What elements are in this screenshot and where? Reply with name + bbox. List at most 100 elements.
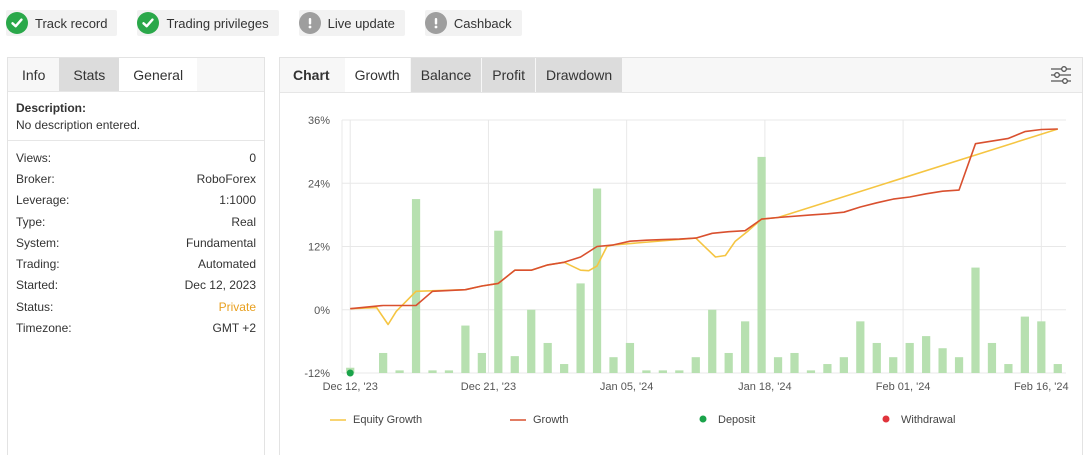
info-row-type: Type: Real xyxy=(16,211,256,232)
bar xyxy=(724,352,733,373)
y-tick-label: -12% xyxy=(304,368,330,380)
y-tick-label: 0% xyxy=(314,305,330,317)
legend-label: Deposit xyxy=(718,414,755,426)
bar xyxy=(889,357,898,373)
row-value: Dec 12, 2023 xyxy=(184,278,256,293)
bar xyxy=(773,357,783,373)
bar xyxy=(494,230,503,373)
bar xyxy=(1037,321,1046,373)
tab-info[interactable]: Info xyxy=(22,66,46,83)
badge-cashback[interactable]: Cashback xyxy=(424,10,522,36)
legend-label: Withdrawal xyxy=(901,414,955,426)
bar xyxy=(675,370,684,373)
info-row-system: System: Fundamental xyxy=(16,232,256,253)
bar xyxy=(428,370,437,373)
bar xyxy=(609,357,618,373)
row-label: Trading: xyxy=(16,257,60,272)
badge-label: Track record xyxy=(35,15,108,31)
info-row-views: Views: 0 xyxy=(16,147,256,168)
row-value: Automated xyxy=(197,257,256,272)
status-private: Private xyxy=(218,299,256,314)
equity-growth-line xyxy=(350,128,1059,326)
bar xyxy=(823,364,832,373)
check-icon xyxy=(6,12,28,34)
bar xyxy=(971,267,980,373)
info-row-status: Status: Private xyxy=(16,296,256,317)
bar xyxy=(708,309,717,373)
chart-bars xyxy=(346,156,1062,373)
badge-trading-privileges[interactable]: Trading privileges xyxy=(137,10,279,36)
bar xyxy=(395,370,404,373)
tab-profit[interactable]: Profit xyxy=(482,58,535,92)
tab-balance[interactable]: Balance xyxy=(410,58,482,92)
tab-stats[interactable]: Stats xyxy=(59,58,120,91)
bar xyxy=(856,321,865,373)
info-rows: Views: 0 Broker: RoboForex Leverage: 1:1000… xyxy=(8,147,264,339)
bar xyxy=(790,352,799,373)
row-value: GMT +2 xyxy=(212,321,256,336)
info-row-trading: Trading: Automated xyxy=(16,253,256,274)
bar xyxy=(905,342,914,373)
info-row-broker: Broker: RoboForex xyxy=(16,168,256,189)
chart-panel: Chart Growth Balance Profit Drawdown 36%… xyxy=(279,57,1083,455)
bar xyxy=(592,188,602,373)
badge-label: Trading privileges xyxy=(166,15,269,31)
bar xyxy=(922,336,931,373)
tab-drawdown[interactable]: Drawdown xyxy=(535,58,623,92)
info-row-leverage: Leverage: 1:1000 xyxy=(16,190,256,211)
chart-lines xyxy=(346,128,1059,377)
settings-sliders-icon[interactable] xyxy=(1050,65,1072,85)
info-row-started: Started: Dec 12, 2023 xyxy=(16,275,256,296)
bar xyxy=(1053,364,1062,373)
tab-growth[interactable]: Growth xyxy=(344,58,410,92)
info-tabs: Info Stats General xyxy=(8,58,264,92)
x-tick-label: Feb 01, '24 xyxy=(876,381,931,393)
bar xyxy=(1020,316,1029,373)
badge-live-update[interactable]: Live update xyxy=(298,10,405,36)
row-label: Views: xyxy=(16,150,52,165)
bar xyxy=(806,370,816,373)
row-label: Started: xyxy=(16,278,59,293)
bar xyxy=(757,156,766,373)
x-tick-label: Feb 16, '24 xyxy=(1014,381,1069,393)
check-icon xyxy=(137,12,160,34)
bar xyxy=(987,342,997,373)
row-label: Timezone: xyxy=(16,321,72,336)
x-tick-label: Jan 18, '24 xyxy=(738,381,791,393)
bar xyxy=(543,342,552,373)
bar xyxy=(691,357,700,373)
badge-label: Live update xyxy=(327,15,395,31)
info-panel: Info Stats General Description: No descr… xyxy=(7,57,265,455)
y-tick-label: 36% xyxy=(308,115,330,127)
bar xyxy=(872,342,881,373)
growth-line xyxy=(350,128,1058,310)
legend-dot-swatch xyxy=(882,415,890,423)
chart-tabs: Chart Growth Balance Profit Drawdown xyxy=(280,58,1082,93)
tab-general[interactable]: General xyxy=(119,58,198,91)
bar xyxy=(461,325,470,373)
y-tick-label: 12% xyxy=(308,242,330,254)
bar xyxy=(411,199,421,373)
info-row-timezone: Timezone: GMT +2 xyxy=(16,317,256,338)
bar xyxy=(477,352,486,373)
bar xyxy=(658,370,667,373)
chart-legend: Equity Growth Growth Deposit Withdrawal xyxy=(330,414,955,426)
row-value: Fundamental xyxy=(185,235,256,250)
growth-chart: 36% 24% 12% 0% -12% Dec 12, '23 Dec 21, '23 Ja… xyxy=(304,115,1069,426)
bar xyxy=(379,352,388,373)
description-heading: Description: xyxy=(16,101,87,115)
row-label: Type: xyxy=(16,214,46,229)
legend-dot-swatch xyxy=(699,415,707,423)
bar xyxy=(741,321,750,373)
legend-label: Growth xyxy=(533,414,568,426)
deposit-marker xyxy=(346,369,354,377)
badge-track-record[interactable]: Track record xyxy=(6,10,118,36)
x-axis-labels: Dec 12, '23 Dec 21, '23 Jan 05, '24 Jan 18,… xyxy=(323,381,1069,393)
row-label: Leverage: xyxy=(16,193,70,208)
row-label: Broker: xyxy=(16,171,55,186)
row-value: 0 xyxy=(249,150,256,165)
badges-row: Track record Trading privileges Live upd… xyxy=(6,10,522,36)
row-label: System: xyxy=(16,235,60,250)
description-block: Description: No description entered. xyxy=(8,92,264,141)
bar xyxy=(444,370,454,373)
